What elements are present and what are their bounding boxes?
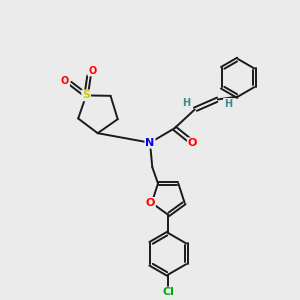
Text: H: H — [182, 98, 190, 108]
Text: Cl: Cl — [162, 287, 174, 298]
Text: O: O — [88, 66, 97, 76]
Text: O: O — [188, 138, 197, 148]
Text: S: S — [82, 90, 90, 100]
Text: H: H — [224, 99, 232, 109]
Text: O: O — [61, 76, 69, 86]
Text: N: N — [146, 138, 154, 148]
Text: O: O — [146, 198, 155, 208]
